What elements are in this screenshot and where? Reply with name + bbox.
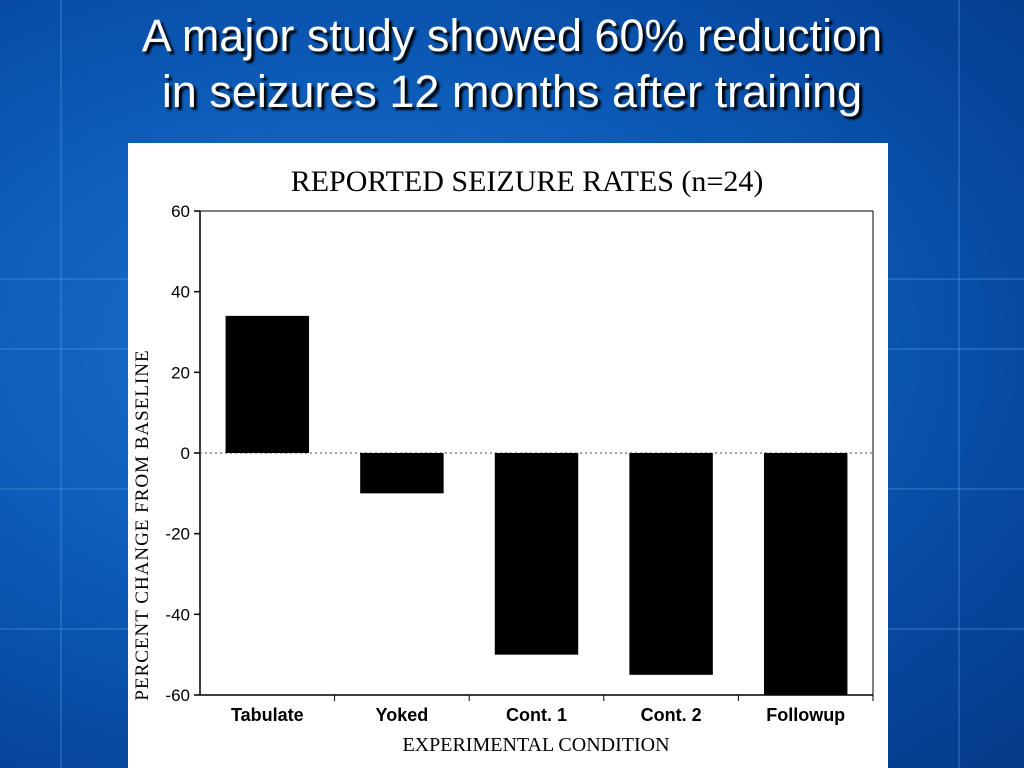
bar [763, 453, 848, 695]
bar [494, 453, 579, 655]
y-tick-label: 20 [171, 363, 190, 382]
y-tick-label: -20 [165, 525, 190, 544]
y-tick-label: 0 [181, 444, 190, 463]
chart-title: REPORTED SEIZURE RATES (n=24) [291, 165, 764, 198]
y-tick-label: -40 [165, 605, 190, 624]
y-axis-label: PERCENT CHANGE FROM BASELINE [132, 349, 153, 700]
y-tick-label: 40 [171, 283, 190, 302]
background-grid-line [958, 0, 960, 768]
bar [360, 453, 444, 494]
x-tick-label: Cont. 2 [641, 705, 702, 725]
bar-chart: REPORTED SEIZURE RATES (n=24) PERCENT CH… [132, 165, 874, 756]
slide-title: A major study showed 60% reduction in se… [0, 8, 1024, 120]
y-tick-label: 60 [171, 202, 190, 221]
chart-panel: REPORTED SEIZURE RATES (n=24) PERCENT CH… [128, 143, 888, 768]
background-grid-line [60, 0, 62, 768]
bar [225, 315, 310, 453]
x-tick-label: Yoked [376, 705, 429, 725]
x-tick-label: Cont. 1 [506, 705, 567, 725]
x-tick-label: Followup [766, 705, 845, 725]
y-tick-label: -60 [165, 686, 190, 705]
slide-title-line-1: A major study showed 60% reduction [141, 10, 883, 61]
bar [629, 453, 713, 675]
slide-title-line-2: in seizures 12 months after training [161, 66, 863, 117]
x-tick-label: Tabulate [231, 705, 304, 725]
x-axis-label: EXPERIMENTAL CONDITION [402, 734, 669, 756]
